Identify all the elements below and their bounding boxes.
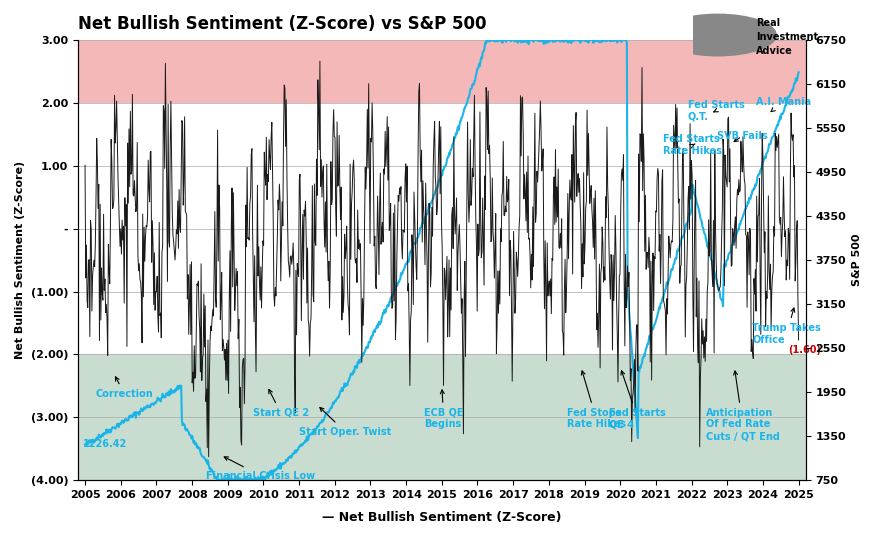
Text: Fed Stops
Rate Hikes: Fed Stops Rate Hikes <box>567 371 625 430</box>
Y-axis label: S&P 500: S&P 500 <box>852 234 862 286</box>
Y-axis label: Net Bullish Sentiment (Z-Score): Net Bullish Sentiment (Z-Score) <box>15 161 25 359</box>
Text: Start Oper. Twist: Start Oper. Twist <box>299 407 391 437</box>
Text: Fed Starts
QE 4: Fed Starts QE 4 <box>610 371 667 430</box>
Text: A.I. Mania: A.I. Mania <box>756 96 811 112</box>
X-axis label: — Net Bullish Sentiment (Z-Score): — Net Bullish Sentiment (Z-Score) <box>322 511 561 524</box>
Text: SVB Fails: SVB Fails <box>717 132 767 142</box>
Circle shape <box>660 14 776 56</box>
Text: Net Bullish Sentiment (Z-Score) vs S&P 500: Net Bullish Sentiment (Z-Score) vs S&P 5… <box>78 15 487 33</box>
Text: ECB QE
Begins: ECB QE Begins <box>424 390 463 430</box>
Bar <box>78 355 806 480</box>
Text: Correction: Correction <box>96 377 153 399</box>
Text: Trump Takes
Office: Trump Takes Office <box>752 308 821 344</box>
Text: Anticipation
Of Fed Rate
Cuts / QT End: Anticipation Of Fed Rate Cuts / QT End <box>706 371 780 441</box>
Text: Fed Starts
Rate Hikes: Fed Starts Rate Hikes <box>663 134 722 156</box>
Bar <box>78 40 806 103</box>
Text: 1226.42: 1226.42 <box>83 439 127 450</box>
Text: Fed Starts
Q.T.: Fed Starts Q.T. <box>688 100 745 121</box>
Text: Investment: Investment <box>756 32 818 42</box>
Text: Financial Crisis Low: Financial Crisis Low <box>206 457 316 481</box>
Text: Real: Real <box>756 18 781 28</box>
Text: Start QE 2: Start QE 2 <box>253 390 309 418</box>
Text: Advice: Advice <box>756 46 793 56</box>
Text: (1.60): (1.60) <box>788 345 821 355</box>
